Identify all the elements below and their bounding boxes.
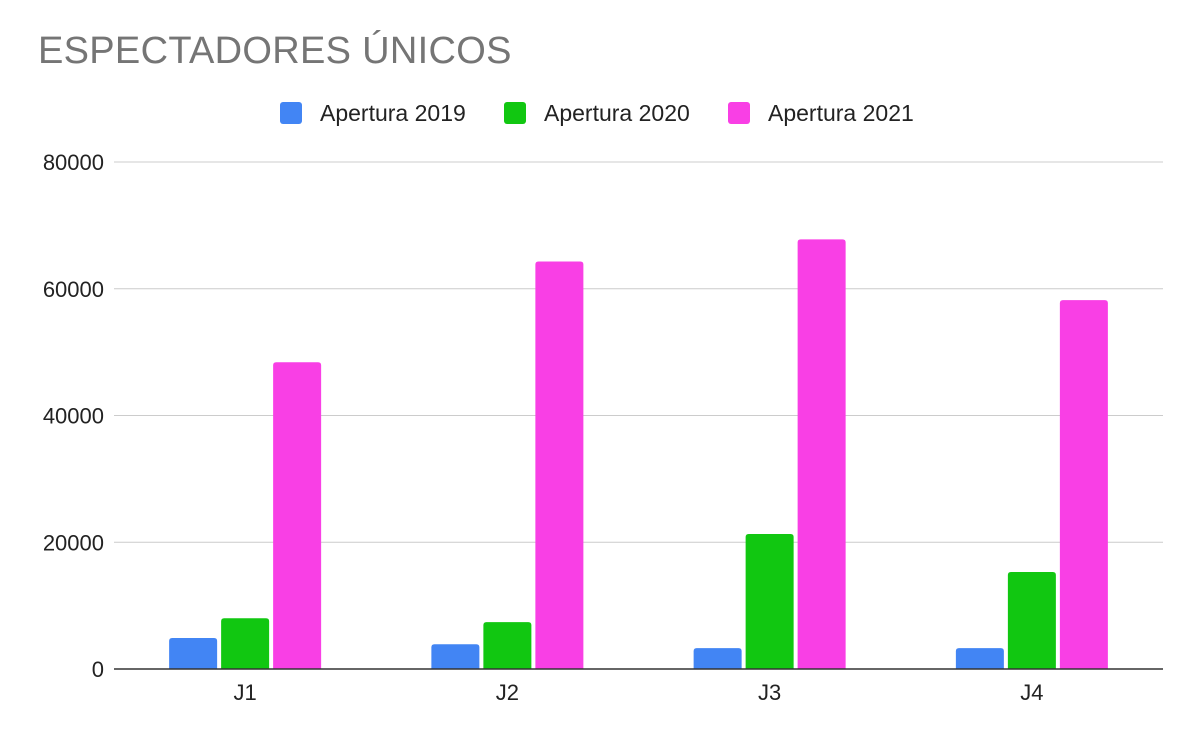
- bar-j2-apertura-2019[interactable]: [431, 644, 480, 669]
- y-tick-label: 20000: [43, 530, 104, 555]
- bar-j1-apertura-2020[interactable]: [221, 618, 270, 669]
- x-tick-label: J4: [1020, 680, 1043, 705]
- y-tick-label: 40000: [43, 404, 104, 429]
- chart-title: ESPECTADORES ÚNICOS: [38, 30, 512, 72]
- legend-item-2020[interactable]: Apertura 2020: [504, 96, 690, 130]
- bar-j3-apertura-2019[interactable]: [693, 648, 742, 669]
- y-tick-label: 0: [92, 657, 104, 682]
- y-tick-label: 60000: [43, 277, 104, 302]
- bar-j3-apertura-2020[interactable]: [745, 534, 794, 669]
- bar-j4-apertura-2019[interactable]: [955, 648, 1004, 669]
- bar-j4-apertura-2021[interactable]: [1059, 300, 1108, 669]
- legend-swatch-2019: [280, 102, 302, 124]
- x-tick-label: J2: [496, 680, 519, 705]
- bar-j3-apertura-2021[interactable]: [797, 239, 846, 669]
- legend-label-2020: Apertura 2020: [544, 99, 690, 126]
- bar-j2-apertura-2021[interactable]: [535, 261, 584, 669]
- legend-label-2019: Apertura 2019: [320, 99, 466, 126]
- legend-swatch-2021: [728, 102, 750, 124]
- legend-swatch-2020: [504, 102, 526, 124]
- y-tick-label: 80000: [43, 150, 104, 175]
- x-tick-label: J1: [234, 680, 257, 705]
- x-tick-label: J3: [758, 680, 781, 705]
- bar-j1-apertura-2021[interactable]: [273, 362, 322, 669]
- bar-j2-apertura-2020[interactable]: [483, 622, 532, 669]
- legend-label-2021: Apertura 2021: [768, 99, 914, 126]
- legend-item-2021[interactable]: Apertura 2021: [728, 96, 914, 130]
- bar-j4-apertura-2020[interactable]: [1007, 572, 1056, 669]
- bar-j1-apertura-2019[interactable]: [169, 637, 218, 669]
- legend: Apertura 2019 Apertura 2020 Apertura 202…: [0, 96, 1200, 130]
- legend-item-2019[interactable]: Apertura 2019: [280, 96, 466, 130]
